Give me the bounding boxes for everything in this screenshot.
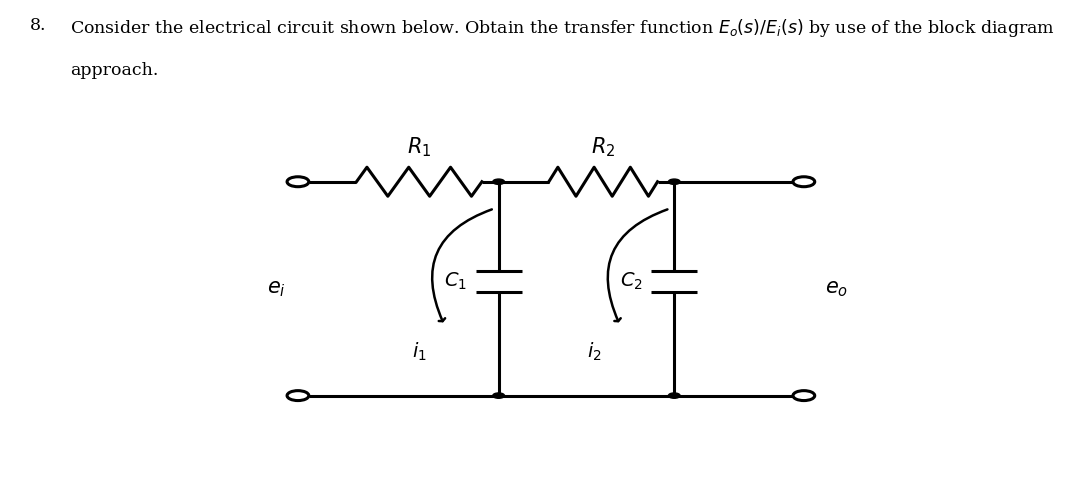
Text: $R_1$: $R_1$: [407, 135, 432, 159]
Text: 8.: 8.: [30, 17, 46, 34]
Circle shape: [493, 179, 505, 185]
Text: approach.: approach.: [70, 62, 159, 79]
Text: Consider the electrical circuit shown below. Obtain the transfer function $E_o(s: Consider the electrical circuit shown be…: [70, 17, 1055, 39]
Text: $C_1$: $C_1$: [445, 270, 467, 292]
Text: $R_2$: $R_2$: [591, 135, 615, 159]
Circle shape: [668, 393, 680, 398]
Text: $e_i$: $e_i$: [267, 279, 285, 299]
Text: $e_o$: $e_o$: [824, 279, 848, 299]
Circle shape: [493, 393, 505, 398]
Text: $i_1$: $i_1$: [412, 340, 426, 363]
Circle shape: [668, 179, 680, 185]
Text: $C_2$: $C_2$: [620, 270, 643, 292]
Text: $i_2$: $i_2$: [587, 340, 602, 363]
